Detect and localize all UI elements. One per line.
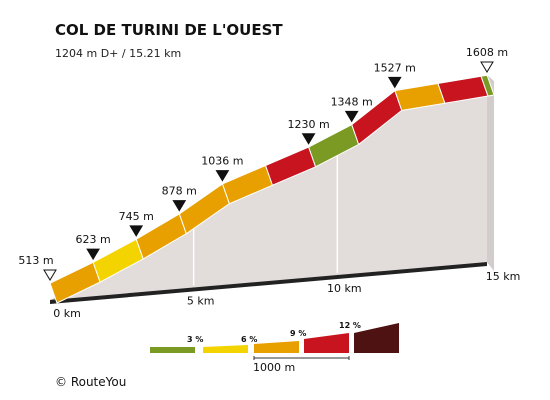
elevation-label: 1348 m (331, 95, 373, 108)
legend-swatch-12 (304, 333, 349, 353)
gradient-legend: 3 % 6 % 9 % 12 % 1000 m (150, 321, 399, 374)
elevation-label: 623 m (75, 233, 110, 246)
elevation-label: 878 m (162, 185, 197, 198)
km-marker (301, 133, 316, 145)
chart-subtitle: 1204 m D+ / 15.21 km (55, 47, 181, 60)
routeyou-credit: © RouteYou (55, 375, 126, 389)
km-marker (129, 225, 144, 237)
legend-scale-label: 1000 m (253, 361, 295, 374)
legend-swatch-15 (354, 323, 399, 353)
legend-label-9: 9 % (290, 329, 306, 338)
distance-tick-label: 15 km (486, 270, 521, 283)
elevation-label: 513 m (18, 254, 53, 267)
km-marker (387, 76, 402, 89)
chart-title: COL DE TURINI DE L'OUEST (55, 21, 283, 39)
km-marker (86, 248, 100, 261)
profile-ridge-line (49, 74, 488, 284)
profile-body (50, 75, 494, 304)
profile-segments (49, 74, 495, 304)
elevation-label: 1608 m (466, 46, 508, 59)
elevation-label: 1527 m (374, 61, 416, 74)
profile-base-edge (50, 262, 487, 304)
elevation-label: 1230 m (287, 118, 329, 131)
elevation-label: 1036 m (201, 155, 243, 168)
endpoint-marker (43, 269, 57, 281)
legend-swatch-3 (150, 347, 195, 353)
profile-end-face (487, 75, 494, 271)
distance-ticks: 0 km 5 km 10 km 15 km (53, 270, 520, 320)
legend-swatch-6 (203, 345, 248, 353)
profile-side-panel (50, 95, 494, 303)
legend-label-3: 3 % (187, 335, 203, 344)
distance-tick-label: 10 km (327, 282, 362, 295)
distance-tick-label: 5 km (187, 295, 215, 308)
legend-swatch-9 (254, 341, 299, 353)
distance-tick-label: 0 km (53, 307, 81, 320)
elevation-label: 745 m (119, 210, 154, 223)
legend-label-12: 12 % (339, 321, 361, 330)
endpoint-marker (480, 61, 494, 73)
km-marker (215, 170, 230, 182)
km-marker (172, 200, 187, 212)
legend-label-6: 6 % (241, 335, 257, 344)
km-marker (344, 110, 359, 123)
